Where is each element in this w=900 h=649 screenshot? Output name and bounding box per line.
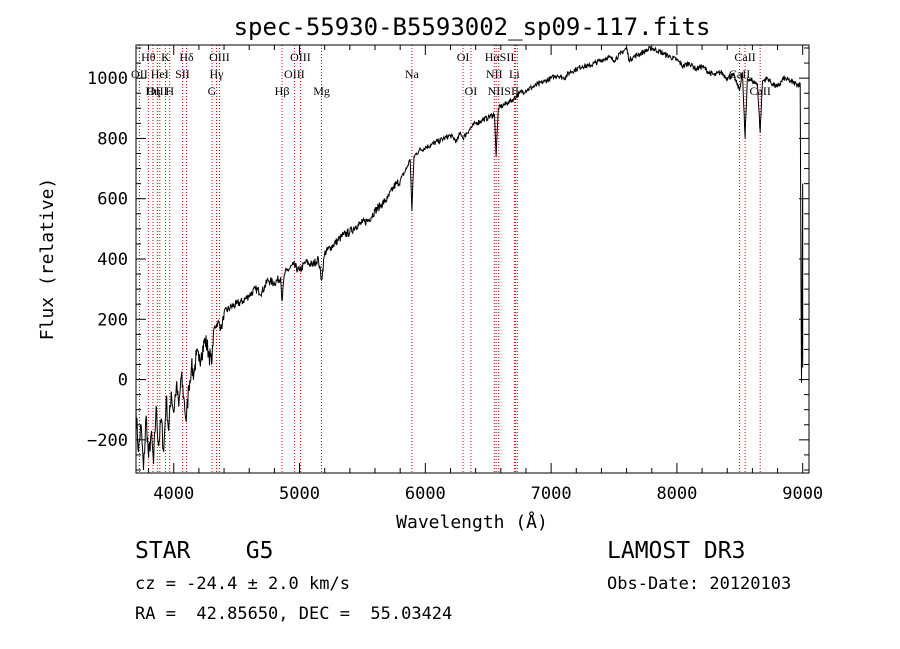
line-label: HeI	[151, 67, 169, 81]
x-tick-label: 7000	[531, 484, 572, 504]
line-label: Hβ	[275, 84, 290, 98]
line-label: Hη	[146, 84, 161, 98]
line-label: HαSII	[485, 50, 515, 64]
line-label: K	[161, 50, 170, 64]
object-class: STAR G5	[135, 538, 274, 564]
y-tick-label: 1000	[87, 69, 128, 89]
observation-date: Obs-Date: 20120103	[607, 574, 792, 594]
survey-name: LAMOST DR3	[607, 538, 746, 564]
line-label: Hθ	[141, 50, 156, 64]
line-label: CaII	[750, 84, 771, 98]
y-tick-label: 400	[97, 250, 128, 270]
ra-dec-coordinates: RA = 42.85650, DEC = 55.03424	[135, 604, 453, 624]
line-label: Hδ	[179, 50, 194, 64]
y-axis-label: Flux (relative)	[37, 178, 58, 341]
x-tick-label: 5000	[279, 484, 320, 504]
line-label: Na	[405, 67, 420, 81]
line-label: OI	[465, 84, 478, 98]
line-label: OIII	[147, 84, 168, 98]
line-label: CaII	[734, 50, 755, 64]
chart-title: spec-55930-B5593002_sp09-117.fits	[234, 13, 711, 41]
y-tick-label: 600	[97, 190, 128, 210]
flux-line	[135, 45, 804, 471]
redshift-cz: cz = -24.4 ± 2.0 km/s	[135, 574, 350, 594]
x-tick-label: 9000	[782, 484, 823, 504]
line-label: OII	[131, 67, 148, 81]
line-label: G	[208, 84, 217, 98]
x-tick-label: 4000	[153, 484, 194, 504]
flux-series	[135, 45, 804, 471]
x-tick-label: 6000	[405, 484, 446, 504]
x-axis-label: Wavelength (Å)	[396, 511, 548, 533]
y-axis: −200 0 200 400 600 800 1000	[87, 47, 809, 471]
line-label: OIII	[284, 67, 305, 81]
emission-line-labels: Hθ K Hδ OIII OIII OI HαSII CaII OII HeI SII Hγ OIII N…	[131, 50, 771, 98]
y-tick-label: 800	[97, 129, 128, 149]
plot-frame	[135, 44, 810, 474]
line-label: Mg	[313, 84, 330, 98]
line-label: H	[165, 84, 174, 98]
x-axis: 4000 5000 6000 7000 8000 9000	[148, 45, 823, 504]
line-label: OI	[457, 50, 470, 64]
line-label: Hγ	[210, 67, 225, 81]
y-tick-label: 0	[118, 371, 128, 391]
line-label: SII	[175, 67, 190, 81]
line-label: NII	[486, 67, 503, 81]
y-tick-label: 200	[97, 310, 128, 330]
line-label: Li	[509, 67, 520, 81]
line-label: NIISII	[488, 84, 519, 98]
line-label: OIII	[209, 50, 230, 64]
line-label: OIII	[290, 50, 311, 64]
x-tick-label: 8000	[656, 484, 697, 504]
y-tick-label: −200	[87, 431, 128, 451]
emission-line-markers	[138, 45, 761, 473]
